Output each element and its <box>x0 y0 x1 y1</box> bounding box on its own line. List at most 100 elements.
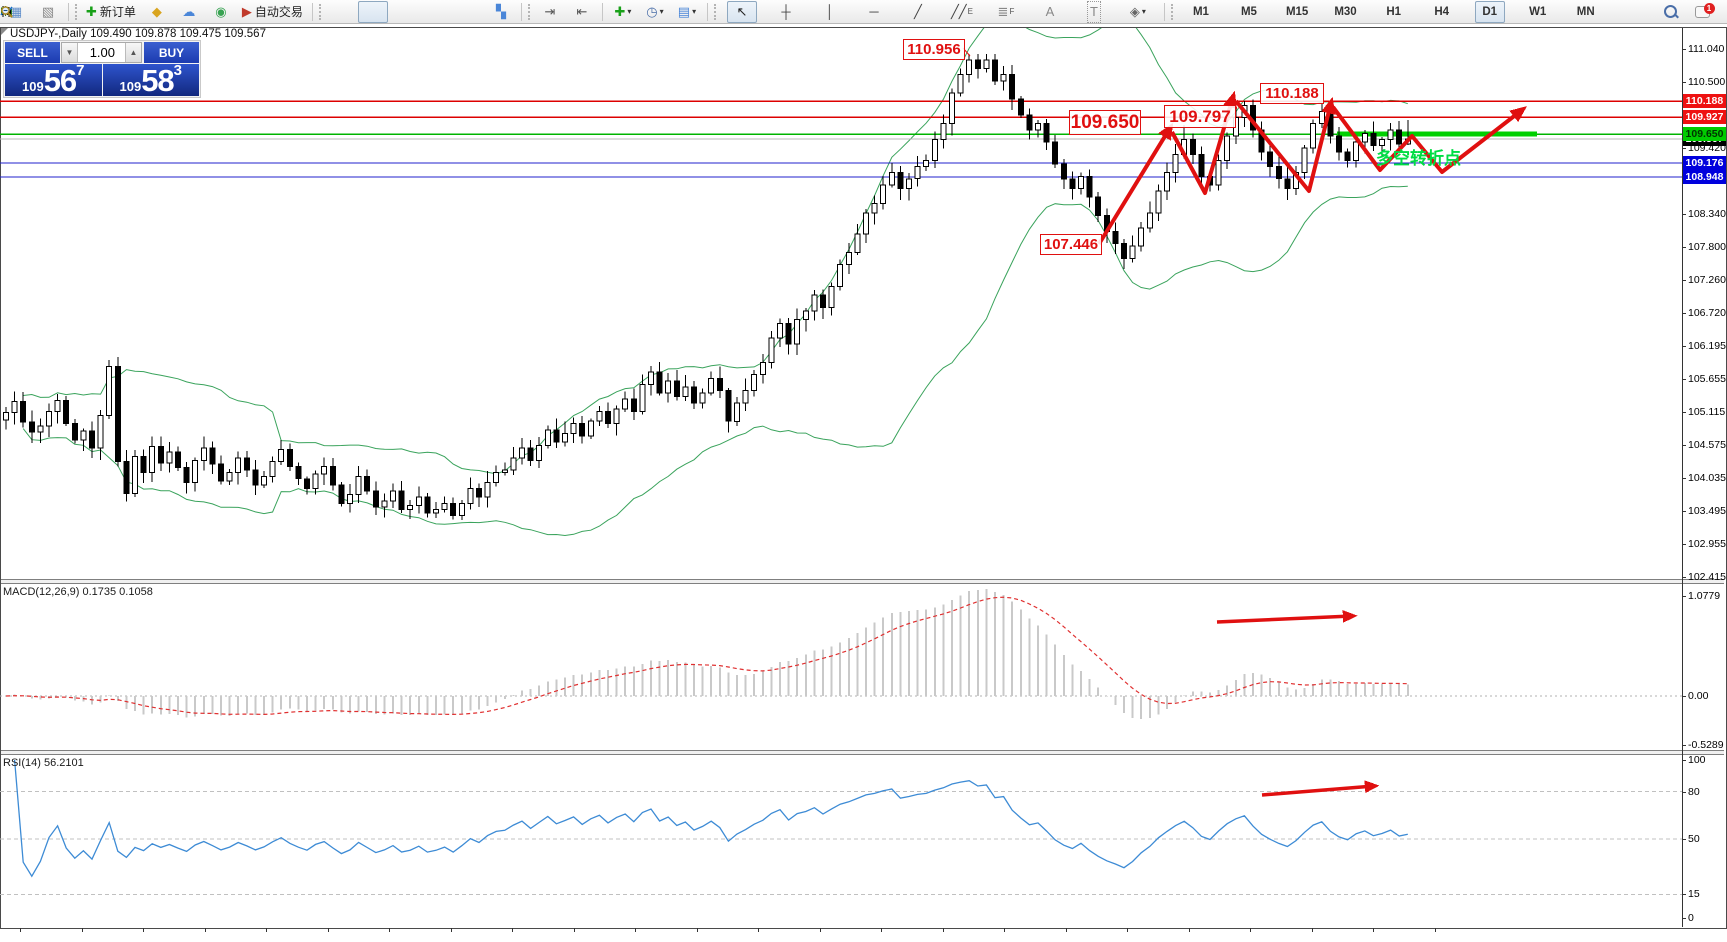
candle <box>699 392 706 404</box>
timeframe-m30-button[interactable]: M30 <box>1334 5 1357 18</box>
text-tool-button[interactable]: A <box>1035 1 1065 23</box>
rsi-trend-arrow[interactable] <box>1261 780 1380 797</box>
label-tool-button[interactable]: T <box>1079 0 1109 23</box>
candle <box>295 466 302 480</box>
trendline-tool-button[interactable]: ╱ <box>903 1 933 23</box>
buy-price[interactable]: 109 58 3 <box>102 63 199 96</box>
market-depth-button[interactable]: ◆ <box>142 1 172 23</box>
channel-tool-button[interactable]: ╱╱ E <box>947 1 977 23</box>
price-annotation-label[interactable]: 109.797 <box>1164 105 1236 128</box>
candle <box>992 59 998 82</box>
price-chart-canvas[interactable] <box>0 28 1682 580</box>
price-annotation-label[interactable]: 109.650 <box>1069 110 1141 135</box>
zigzag-arrow[interactable] <box>1331 105 1528 174</box>
panel-divider-rsi[interactable] <box>1 750 1724 755</box>
candle <box>828 286 835 308</box>
notifications-button[interactable]: 1 <box>1687 1 1717 23</box>
dropdown-caret-icon: ▾ <box>692 6 697 16</box>
candle <box>278 448 285 463</box>
fibonacci-tool-button[interactable]: ≣ F <box>991 1 1021 23</box>
new-order-button[interactable]: ✚ 新订单 <box>82 1 140 23</box>
timeframe-m1-button[interactable]: M1 <box>1192 5 1209 18</box>
charts-window-button[interactable]: ▦ <box>1 1 31 23</box>
zoom-out-button[interactable] <box>1 1 484 23</box>
rsi-tick-label: 0 <box>1688 912 1694 924</box>
toolbar-grip[interactable] <box>1170 3 1173 20</box>
price-annotation-label[interactable]: 110.188 <box>1260 83 1324 104</box>
auto-scroll-button[interactable]: ⇥ <box>535 1 565 23</box>
macd-trend-arrow[interactable] <box>1216 610 1358 624</box>
zigzag-arrow[interactable] <box>1234 96 1336 193</box>
cursor-tool-button[interactable]: ↖ <box>726 0 757 23</box>
candle <box>837 264 844 287</box>
zoom-in-button[interactable] <box>1 1 452 23</box>
sell-button[interactable]: SELL <box>5 42 60 63</box>
zigzag-arrow[interactable] <box>1170 90 1238 195</box>
search-button[interactable] <box>1655 1 1685 23</box>
date-tick-mark <box>204 928 206 932</box>
rsi-canvas[interactable] <box>0 754 1682 927</box>
horizontal-line-tool-button[interactable]: ─ <box>859 1 889 23</box>
add-indicator-dropdown[interactable]: ✚ ▾ <box>608 1 638 23</box>
mql5-community-button[interactable]: ☁ <box>174 1 204 23</box>
rsi-tick-mark <box>1682 760 1686 761</box>
candle <box>37 425 44 433</box>
volume-increase-button[interactable]: ▲ <box>125 43 141 62</box>
timeframe-mn-button[interactable]: MN <box>1576 5 1595 18</box>
period-dropdown[interactable]: ◷ ▾ <box>640 1 670 23</box>
candle <box>966 59 973 76</box>
macd-canvas[interactable] <box>0 583 1682 751</box>
candle <box>1052 141 1059 165</box>
timeframe-h1-button[interactable]: H1 <box>1386 5 1402 18</box>
candle <box>682 386 689 398</box>
tile-windows-button[interactable]: ▚ <box>486 1 516 23</box>
timeframe-d1-button[interactable]: D1 <box>1474 0 1505 23</box>
vertical-line-tool-button[interactable]: │ <box>815 1 845 23</box>
timeframe-w1-button[interactable]: W1 <box>1529 5 1547 18</box>
profile-charts-button[interactable]: ▧ <box>33 1 63 23</box>
sell-price[interactable]: 109 56 7 <box>5 63 102 96</box>
toolbar-grip[interactable] <box>713 3 716 20</box>
template-dropdown[interactable]: ▤ ▾ <box>672 1 702 23</box>
candle <box>1138 227 1145 247</box>
candle <box>132 456 138 494</box>
candle <box>467 488 474 504</box>
panel-divider-macd[interactable] <box>1 579 1724 584</box>
volume-decrease-button[interactable]: ▼ <box>62 43 78 62</box>
volume-input[interactable]: 1.00 <box>89 45 115 60</box>
trader-zigzag-arrows[interactable] <box>962 47 1528 246</box>
zigzag-arrow[interactable] <box>1097 122 1174 246</box>
toolbar-grip[interactable] <box>318 3 321 20</box>
price-tick-mark <box>1682 49 1686 50</box>
arrows-tool-dropdown[interactable]: ◈ ▾ <box>1123 1 1153 23</box>
candlestick-chart-button[interactable] <box>1 0 388 23</box>
price-badge-109.927: 109.927 <box>1683 110 1726 125</box>
signals-button[interactable]: ◉ <box>206 1 236 23</box>
date-tick-mark <box>389 928 390 932</box>
buy-button[interactable]: BUY <box>144 42 199 63</box>
toolbar-grip[interactable] <box>527 3 530 20</box>
bull-bear-turning-point-note[interactable]: 多空转折点 <box>1376 149 1461 168</box>
candle <box>175 451 181 469</box>
bar-chart-button[interactable] <box>2 1 356 23</box>
macd-tick-mark <box>1682 595 1686 597</box>
price-tick-mark <box>1682 345 1686 347</box>
autotrading-button[interactable]: ▶ 自动交易 <box>238 1 307 23</box>
chart-shift-button[interactable]: ⇤ <box>567 1 597 23</box>
price-tick-mark <box>1682 378 1686 380</box>
one-click-toggle-icon[interactable] <box>1 28 8 35</box>
candle <box>1095 196 1102 217</box>
timeframe-m5-button[interactable]: M5 <box>1240 5 1257 18</box>
timeframe-m15-button[interactable]: M15 <box>1285 5 1309 18</box>
candle <box>183 467 190 483</box>
crosshair-tool-button[interactable]: ┼ <box>771 1 801 23</box>
line-chart-button[interactable] <box>0 1 420 23</box>
timeframe-h4-button[interactable]: H4 <box>1434 5 1450 18</box>
price-annotation-label[interactable]: 110.956 <box>903 39 965 60</box>
tool-sub-letter: E <box>967 6 973 16</box>
candle <box>544 429 551 447</box>
price-annotation-label[interactable]: 107.446 <box>1040 234 1102 255</box>
candle <box>605 410 611 425</box>
candle <box>906 178 912 190</box>
toolbar-grip[interactable] <box>75 3 77 20</box>
